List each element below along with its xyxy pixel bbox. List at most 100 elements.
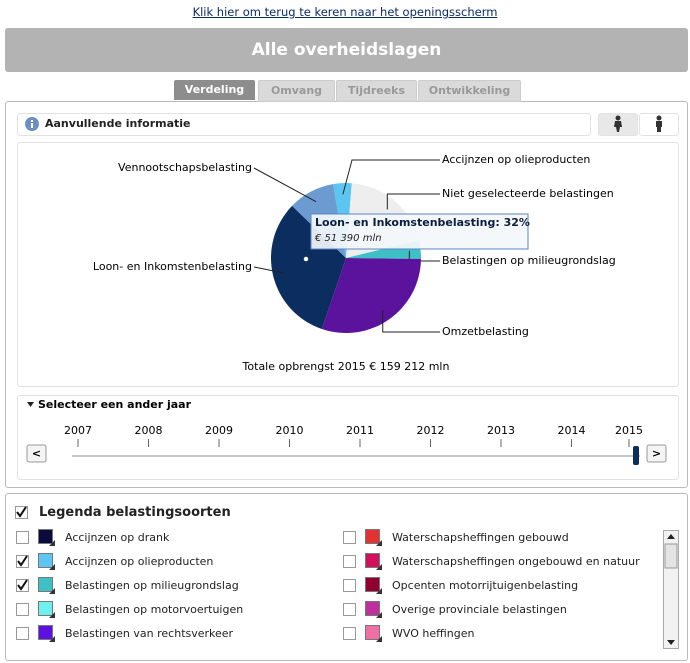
tooltip-amount: € 51 390 mln xyxy=(314,233,382,244)
leader-line xyxy=(253,167,317,203)
tab[interactable]: Omvang xyxy=(258,80,335,102)
checkbox[interactable] xyxy=(15,506,28,519)
color-swatch[interactable] xyxy=(365,577,383,595)
swatch-corner xyxy=(49,612,55,618)
swatch-corner xyxy=(376,612,382,618)
tooltip xyxy=(310,213,529,250)
legend-item: Waterschapsheffingen ongebouwd en natuur xyxy=(392,555,640,568)
swatch-fill xyxy=(365,625,380,640)
scrollbar[interactable] xyxy=(663,530,679,649)
swatch-fill xyxy=(365,553,380,568)
checkbox[interactable] xyxy=(343,531,356,544)
swatch-corner xyxy=(376,564,382,570)
color-swatch[interactable] xyxy=(365,625,383,643)
swatch-fill xyxy=(365,601,380,616)
checkbox[interactable] xyxy=(343,603,356,616)
total-label: Totale opbrengst 2015 € 159 212 mln xyxy=(242,360,450,373)
scroll-thumb xyxy=(664,543,678,569)
pie-slice xyxy=(271,205,346,329)
legend-item: Accijnzen op drank xyxy=(65,531,170,544)
checkbox[interactable] xyxy=(343,627,356,640)
scroll-down xyxy=(667,640,675,645)
swatch-corner xyxy=(376,540,382,546)
legend-item: WVO heffingen xyxy=(392,627,475,640)
tab[interactable]: Verdeling xyxy=(174,80,255,100)
year-label[interactable]: 2014 xyxy=(558,424,586,437)
legend-item: Overige provinciale belastingen xyxy=(392,603,567,616)
year-label[interactable]: 2012 xyxy=(417,424,445,437)
tab[interactable]: Ontwikkeling xyxy=(418,80,521,102)
color-swatch[interactable] xyxy=(365,529,383,547)
color-swatch[interactable] xyxy=(38,601,56,619)
year-label[interactable]: 2015 xyxy=(615,424,643,437)
checkbox-box xyxy=(16,627,29,640)
color-swatch[interactable] xyxy=(365,553,383,571)
color-swatch[interactable] xyxy=(38,553,56,571)
swatch-corner xyxy=(49,540,55,546)
back-link[interactable]: Klik hier om terug te keren naar het ope… xyxy=(192,5,498,19)
year-button-label: < xyxy=(32,447,41,460)
swatch-corner xyxy=(49,564,55,570)
year-button[interactable] xyxy=(646,444,667,463)
year-label[interactable]: 2011 xyxy=(346,424,374,437)
checkbox-box xyxy=(343,579,356,592)
slice-label: Accijnzen op olieproducten xyxy=(442,153,590,166)
checkbox[interactable] xyxy=(16,531,29,544)
year-button-label: > xyxy=(652,447,661,460)
leader-line xyxy=(386,193,440,210)
swatch-corner xyxy=(376,636,382,642)
year-button[interactable] xyxy=(26,444,47,463)
slice-label: Omzetbelasting xyxy=(442,325,529,338)
scroll-up xyxy=(667,534,675,539)
leader-line xyxy=(382,310,440,333)
checkbox[interactable] xyxy=(16,627,29,640)
color-swatch[interactable] xyxy=(38,625,56,643)
info-bar xyxy=(17,113,591,136)
legend-panel xyxy=(5,493,688,661)
legend-item: Waterschapsheffingen gebouwd xyxy=(392,531,569,544)
legend-item: Belastingen van rechtsverkeer xyxy=(65,627,234,640)
checkbox[interactable] xyxy=(16,579,29,592)
swatch-fill xyxy=(38,601,53,616)
leader-line xyxy=(253,266,285,274)
checkbox-box xyxy=(343,603,356,616)
swatch-corner xyxy=(49,636,55,642)
swatch-fill xyxy=(38,529,53,544)
chart: Accijnzen op olieproducten Niet geselecte… xyxy=(26,153,667,465)
info-label[interactable]: Aanvullende informatie xyxy=(45,117,191,130)
legend-item: Belastingen op milieugrondslag xyxy=(65,579,239,592)
legend-title: Legenda belastingsoorten xyxy=(39,505,231,520)
legend-item: Opcenten motorrijtuigenbelasting xyxy=(392,579,579,592)
checkbox[interactable] xyxy=(343,555,356,568)
slice-label: Loon- en Inkomstenbelasting xyxy=(93,260,252,273)
year-label[interactable]: 2013 xyxy=(487,424,515,437)
checkbox-box xyxy=(343,531,356,544)
color-swatch[interactable] xyxy=(38,577,56,595)
checkbox[interactable] xyxy=(16,603,29,616)
year-label[interactable]: 2007 xyxy=(64,424,92,437)
checkbox-box xyxy=(16,603,29,616)
swatch-fill xyxy=(365,529,380,544)
check-mark xyxy=(17,579,28,591)
swatch-fill xyxy=(38,553,53,568)
checkbox[interactable] xyxy=(343,579,356,592)
swatch-corner xyxy=(49,588,55,594)
checkbox[interactable] xyxy=(16,555,29,568)
swatch-fill xyxy=(38,577,53,592)
checkbox-box xyxy=(16,531,29,544)
color-swatch[interactable] xyxy=(38,529,56,547)
swatch-corner xyxy=(376,588,382,594)
slider-thumb[interactable] xyxy=(633,446,639,465)
info-icon xyxy=(25,117,39,131)
year-label[interactable]: 2009 xyxy=(205,424,233,437)
tab[interactable]: Tijdreeks xyxy=(336,80,417,102)
slice-label: Belastingen op milieugrondslag xyxy=(442,254,616,267)
year-label[interactable]: 2008 xyxy=(135,424,163,437)
year-label[interactable]: 2010 xyxy=(276,424,304,437)
year-title: Selecteer een ander jaar xyxy=(38,398,192,411)
checkbox-box xyxy=(343,555,356,568)
legend-item: Belastingen op motorvoertuigen xyxy=(65,603,244,616)
tooltip-title: Loon- en Inkomstenbelasting: 32% xyxy=(315,216,530,229)
color-swatch[interactable] xyxy=(365,601,383,619)
